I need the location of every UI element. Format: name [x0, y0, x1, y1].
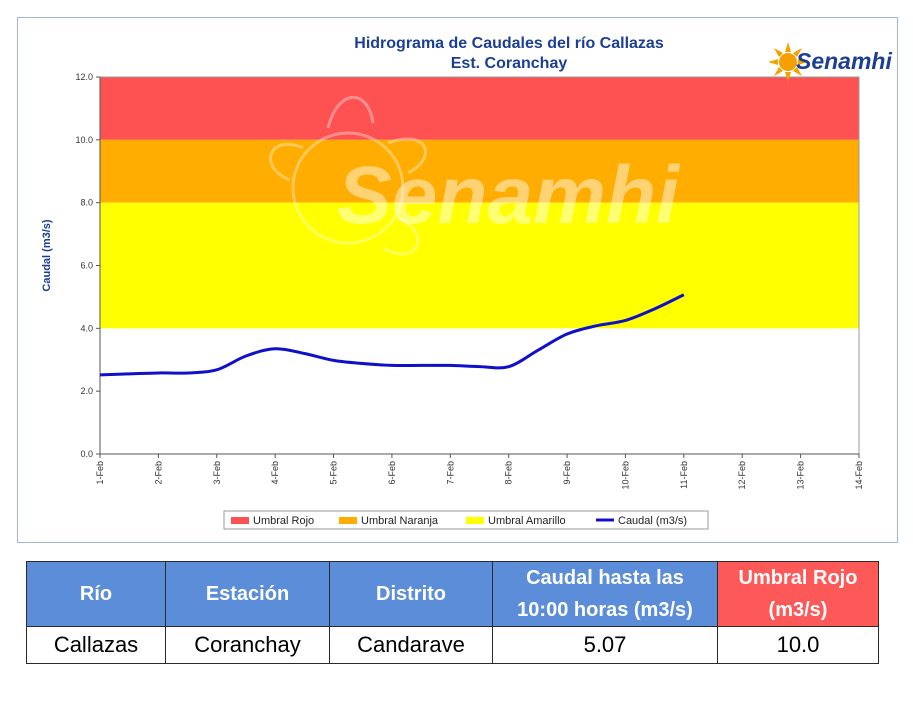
legend-label: Umbral Amarillo	[488, 515, 566, 527]
watermark-sun-icon	[269, 95, 427, 256]
x-tick-label: 8-Feb	[504, 461, 514, 485]
legend-swatch	[339, 517, 357, 524]
cell-distrito: Candarave	[329, 626, 493, 664]
x-tick-label: 1-Feb	[95, 461, 105, 485]
y-tick-label: 4.0	[80, 323, 93, 333]
series-line-caudal	[99, 293, 685, 377]
table-header-row: Río Estación Distrito Caudal hasta las 1…	[26, 561, 879, 627]
legend-label: Caudal (m3/s)	[618, 515, 687, 527]
header-estacion: Estación	[165, 561, 330, 627]
chart-title: Hidrograma de Caudales del río Callazas	[354, 35, 664, 52]
x-tick-label: 13-Feb	[796, 461, 806, 490]
header-distrito: Distrito	[329, 561, 493, 627]
band-umbral-rojo	[100, 77, 859, 140]
legend-label: Umbral Naranja	[361, 515, 439, 527]
legend-label: Umbral Rojo	[253, 515, 314, 527]
chart-subtitle: Est. Coranchay	[451, 55, 568, 72]
x-tick-label: 3-Feb	[212, 461, 222, 485]
hydrograph-chart: Senamhi 0.0 2.0 4.0 6.0 8.0 10.0 12.0 1-Feb 2-Feb…	[41, 35, 864, 530]
y-tick-label: 6.0	[80, 261, 93, 271]
y-tick-label: 0.0	[80, 449, 93, 459]
cell-caudal: 5.07	[492, 626, 718, 664]
header-rio: Río	[26, 561, 166, 627]
senamhi-logo: Senamhi	[766, 40, 898, 84]
y-tick-label: 8.0	[80, 198, 93, 208]
x-tick-label: 2-Feb	[153, 461, 163, 485]
cell-umbral-rojo: 10.0	[717, 626, 879, 664]
x-tick-label: 4-Feb	[270, 461, 280, 485]
band-umbral-naranja	[100, 139, 859, 203]
watermark-text: Senamhi	[337, 150, 681, 241]
x-tick-label: 9-Feb	[562, 461, 572, 485]
watermark-sun-circle	[291, 131, 405, 245]
legend-swatch	[231, 517, 249, 524]
header-umbral-rojo: Umbral Rojo (m3/s)	[717, 561, 879, 627]
y-tick-label: 2.0	[80, 386, 93, 396]
table-row: Callazas Coranchay Candarave 5.07 10.0	[26, 626, 879, 664]
legend-swatch	[466, 517, 484, 524]
y-axis-label: Caudal (m3/s)	[41, 219, 53, 291]
header-caudal: Caudal hasta las 10:00 horas (m3/s)	[492, 561, 718, 627]
x-tick-label: 5-Feb	[329, 461, 339, 485]
cell-rio: Callazas	[26, 626, 166, 664]
x-tick-label: 10-Feb	[620, 461, 630, 490]
x-tick-label: 14-Feb	[854, 461, 864, 490]
x-tick-label: 6-Feb	[387, 461, 397, 485]
legend: Umbral Rojo Umbral Naranja Umbral Amarillo…	[223, 510, 709, 530]
logo-text: Senamhi	[796, 48, 892, 74]
x-tick-label: 11-Feb	[679, 461, 689, 489]
y-tick-label: 12.0	[75, 72, 93, 82]
x-tick-label: 7-Feb	[445, 461, 455, 485]
x-tick-label: 12-Feb	[737, 461, 747, 490]
y-tick-label: 10.0	[75, 135, 93, 145]
chart-frame: Senamhi 0.0 2.0 4.0 6.0 8.0 10.0 12.0 1-Feb 2-Feb…	[17, 17, 898, 543]
cell-estacion: Coranchay	[165, 626, 330, 664]
station-info-table: Río Estación Distrito Caudal hasta las 1…	[26, 561, 879, 664]
sun-icon: Senamhi	[768, 42, 892, 82]
watermark-sun-rays	[269, 95, 427, 256]
band-umbral-amarillo	[100, 202, 859, 329]
